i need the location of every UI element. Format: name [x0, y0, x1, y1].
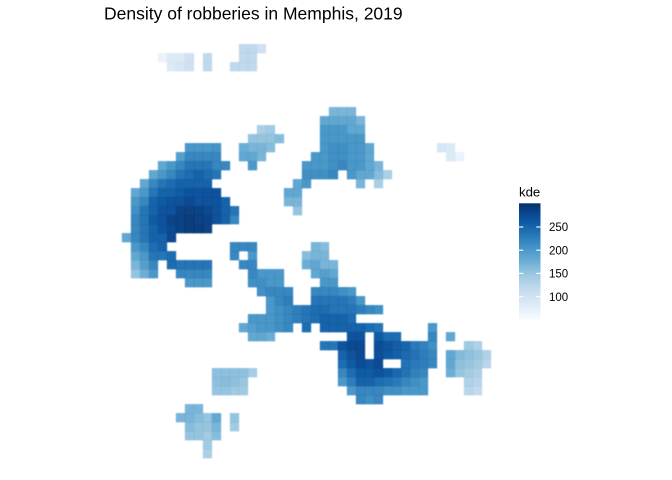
svg-text:200: 200 — [549, 245, 568, 257]
svg-text:100: 100 — [549, 292, 568, 304]
svg-text:150: 150 — [549, 269, 568, 281]
svg-text:250: 250 — [549, 222, 568, 234]
svg-text:Density of robberies in Memphi: Density of robberies in Memphis, 2019 — [104, 4, 403, 24]
svg-text:kde: kde — [519, 185, 540, 200]
